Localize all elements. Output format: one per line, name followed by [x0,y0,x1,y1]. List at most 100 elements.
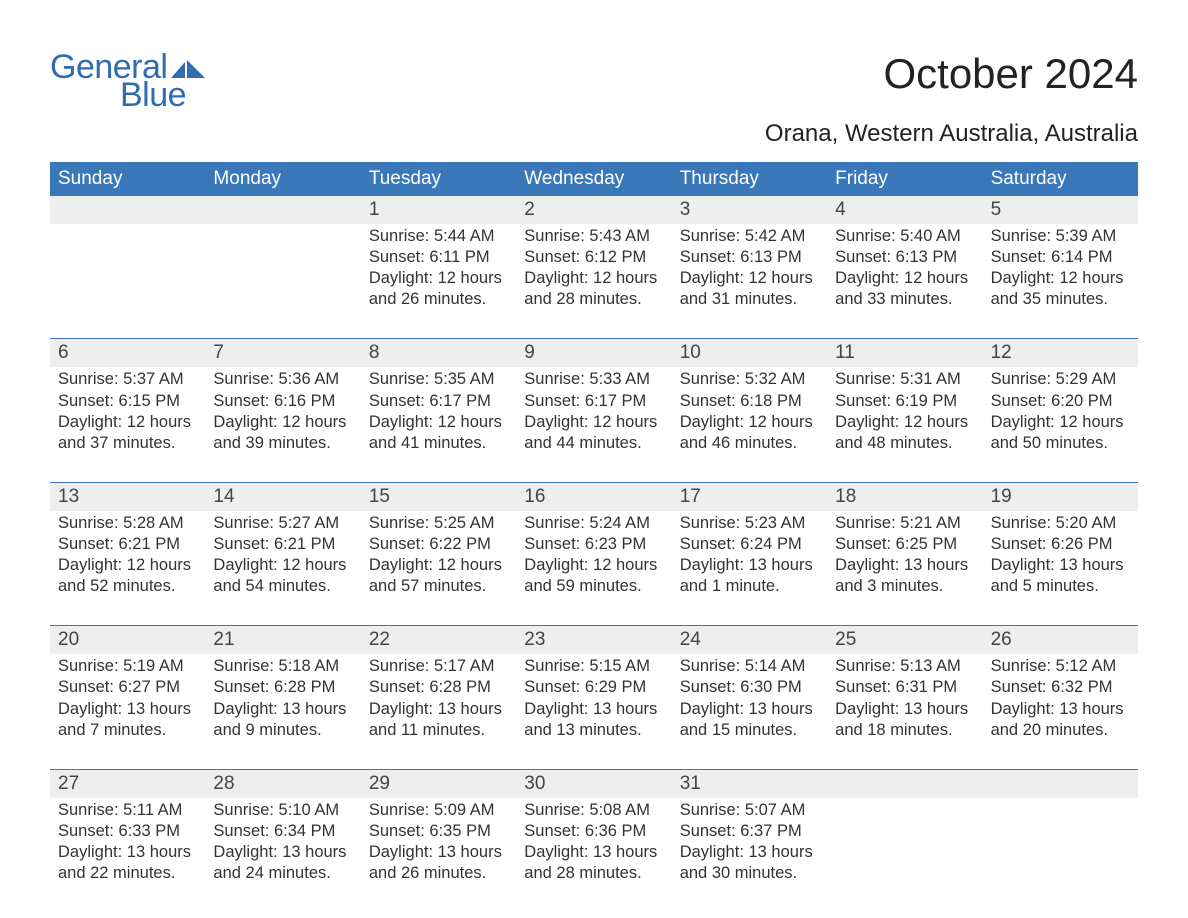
daylight-text: Daylight: 13 hours and 9 minutes. [213,699,352,741]
week-bodyrow: Sunrise: 5:37 AMSunset: 6:15 PM Daylight:… [50,367,1138,481]
week-numrow: 12345 [50,196,1138,224]
daylight-text: Daylight: 12 hours and 46 minutes. [680,412,819,454]
sunrise-text: Sunrise: 5:13 AM [835,656,974,677]
dayname-sat: Saturday [983,162,1138,196]
daylight-text: Daylight: 12 hours and 39 minutes. [213,412,352,454]
day-body: Sunrise: 5:36 AMSunset: 6:16 PMDaylight:… [205,367,360,481]
day-number: 14 [205,483,360,511]
week-bodyrow: Sunrise: 5:44 AMSunset: 6:11 PM Daylight:… [50,224,1138,338]
day-body: Sunrise: 5:07 AMSunset: 6:37 PMDaylight:… [672,798,827,894]
logo-word-blue: Blue [120,78,205,112]
week-numrow: 13141516171819 [50,482,1138,511]
sunrise-text: Sunrise: 5:20 AM [991,513,1130,534]
day-body [983,798,1138,894]
day-number: 5 [983,196,1138,224]
day-body: Sunrise: 5:27 AMSunset: 6:21 PMDaylight:… [205,511,360,625]
daylight-text: Daylight: 12 hours and 31 minutes. [680,268,819,310]
day-body: Sunrise: 5:24 AMSunset: 6:23 PMDaylight:… [516,511,671,625]
daylight-text: Daylight: 12 hours and 50 minutes. [991,412,1130,454]
day-number: 28 [205,770,360,798]
sunrise-text: Sunrise: 5:33 AM [524,369,663,390]
daylight-text: Daylight: 12 hours and 41 minutes. [369,412,508,454]
week-bodyrow: Sunrise: 5:19 AMSunset: 6:27 PMDaylight:… [50,654,1138,768]
sunrise-text: Sunrise: 5:08 AM [524,800,663,821]
sunrise-text: Sunrise: 5:24 AM [524,513,663,534]
sunset-text: Sunset: 6:20 PM [991,391,1130,412]
sunset-text: Sunset: 6:19 PM [835,391,974,412]
sunrise-text: Sunrise: 5:35 AM [369,369,508,390]
sunrise-text: Sunrise: 5:10 AM [213,800,352,821]
day-number: 21 [205,626,360,654]
day-body: Sunrise: 5:10 AMSunset: 6:34 PMDaylight:… [205,798,360,894]
day-number: 25 [827,626,982,654]
day-number: 6 [50,339,205,367]
dayname-wed: Wednesday [516,162,671,196]
day-body: Sunrise: 5:19 AMSunset: 6:27 PMDaylight:… [50,654,205,768]
sunrise-text: Sunrise: 5:36 AM [213,369,352,390]
day-number: 1 [361,196,516,224]
daylight-text: Daylight: 13 hours and 13 minutes. [524,699,663,741]
sunset-text: Sunset: 6:28 PM [213,677,352,698]
sunrise-text: Sunrise: 5:12 AM [991,656,1130,677]
sunset-text: Sunset: 6:17 PM [369,391,508,412]
sunrise-text: Sunrise: 5:31 AM [835,369,974,390]
sunset-text: Sunset: 6:13 PM [680,247,819,268]
dayname-tue: Tuesday [361,162,516,196]
week-numrow: 2728293031 [50,769,1138,798]
day-number [983,770,1138,798]
sunrise-text: Sunrise: 5:07 AM [680,800,819,821]
day-body: Sunrise: 5:15 AMSunset: 6:29 PMDaylight:… [516,654,671,768]
sunrise-text: Sunrise: 5:40 AM [835,226,974,247]
logo: General Blue [50,50,205,112]
day-number: 29 [361,770,516,798]
sunset-text: Sunset: 6:11 PM [369,247,508,268]
day-number [50,196,205,224]
sunset-text: Sunset: 6:26 PM [991,534,1130,555]
day-body: Sunrise: 5:25 AMSunset: 6:22 PMDaylight:… [361,511,516,625]
sunset-text: Sunset: 6:23 PM [524,534,663,555]
sunrise-text: Sunrise: 5:19 AM [58,656,197,677]
daylight-text: Daylight: 12 hours and 35 minutes. [991,268,1130,310]
day-body: Sunrise: 5:28 AMSunset: 6:21 PMDaylight:… [50,511,205,625]
day-body: Sunrise: 5:35 AMSunset: 6:17 PMDaylight:… [361,367,516,481]
day-number: 27 [50,770,205,798]
sunset-text: Sunset: 6:34 PM [213,821,352,842]
day-number [205,196,360,224]
sunrise-text: Sunrise: 5:14 AM [680,656,819,677]
sunset-text: Sunset: 6:36 PM [524,821,663,842]
flag-icon [171,56,205,78]
sunset-text: Sunset: 6:30 PM [680,677,819,698]
sunset-text: Sunset: 6:21 PM [58,534,197,555]
sunrise-text: Sunrise: 5:44 AM [369,226,508,247]
day-number: 19 [983,483,1138,511]
dayname-sun: Sunday [50,162,205,196]
day-body: Sunrise: 5:08 AMSunset: 6:36 PMDaylight:… [516,798,671,894]
daylight-text: Daylight: 12 hours and 44 minutes. [524,412,663,454]
sunset-text: Sunset: 6:15 PM [58,391,197,412]
day-number: 2 [516,196,671,224]
daylight-text: Daylight: 13 hours and 20 minutes. [991,699,1130,741]
sunset-text: Sunset: 6:17 PM [524,391,663,412]
day-body [50,224,205,338]
day-number: 20 [50,626,205,654]
day-number: 12 [983,339,1138,367]
sunrise-text: Sunrise: 5:15 AM [524,656,663,677]
day-body: Sunrise: 5:33 AMSunset: 6:17 PMDaylight:… [516,367,671,481]
weeks-container: 12345Sunrise: 5:44 AMSunset: 6:11 PM Dayl… [50,196,1138,894]
day-body: Sunrise: 5:23 AMSunset: 6:24 PMDaylight:… [672,511,827,625]
page-title: October 2024 [883,50,1138,98]
day-number: 10 [672,339,827,367]
day-number: 7 [205,339,360,367]
day-number: 4 [827,196,982,224]
sunset-text: Sunset: 6:31 PM [835,677,974,698]
sunrise-text: Sunrise: 5:17 AM [369,656,508,677]
daylight-text: Daylight: 13 hours and 11 minutes. [369,699,508,741]
sunset-text: Sunset: 6:13 PM [835,247,974,268]
sunset-text: Sunset: 6:32 PM [991,677,1130,698]
sunrise-text: Sunrise: 5:37 AM [58,369,197,390]
day-body: Sunrise: 5:13 AMSunset: 6:31 PMDaylight:… [827,654,982,768]
day-body: Sunrise: 5:21 AMSunset: 6:25 PMDaylight:… [827,511,982,625]
sunset-text: Sunset: 6:35 PM [369,821,508,842]
dayname-row: Sunday Monday Tuesday Wednesday Thursday… [50,162,1138,196]
day-body [205,224,360,338]
